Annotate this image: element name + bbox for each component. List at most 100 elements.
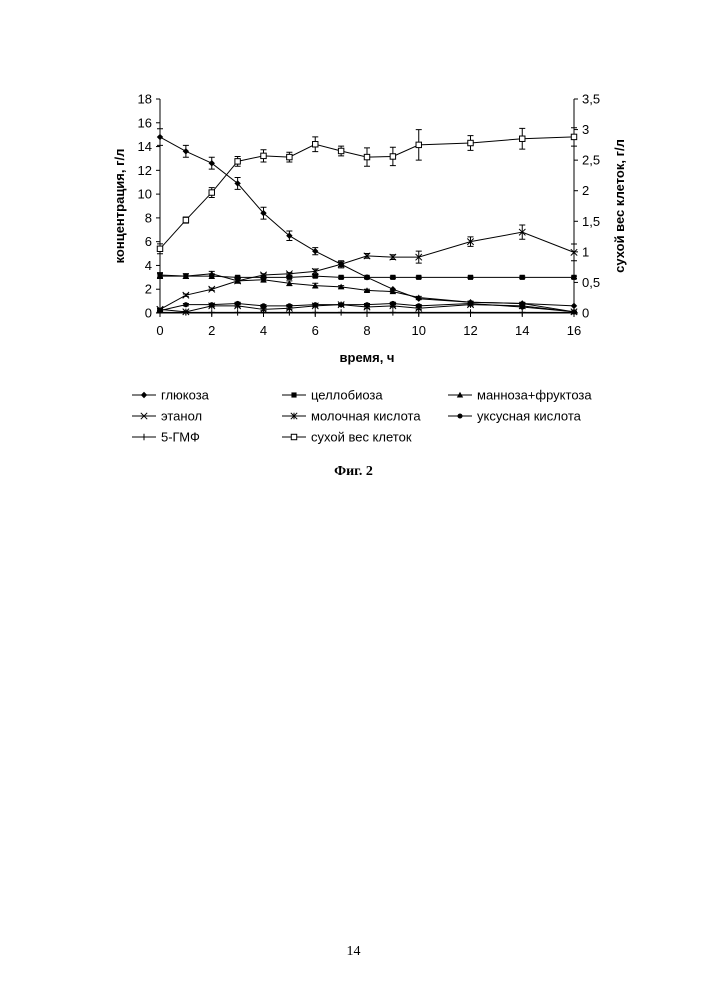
x-tick-label: 16 <box>567 323 581 338</box>
right-tick-label: 3 <box>582 122 589 137</box>
series-layer <box>157 128 577 316</box>
data-point <box>183 148 189 154</box>
data-point <box>261 153 266 158</box>
legend-marker <box>457 413 462 418</box>
legend-item: 5-ГМФ <box>132 430 200 445</box>
data-point <box>520 136 525 141</box>
data-point <box>338 148 343 153</box>
data-point <box>390 309 396 315</box>
legend-item: уксусная кислота <box>448 409 582 424</box>
page-number: 14 <box>0 944 707 960</box>
right-tick-label: 2 <box>582 183 589 198</box>
legend-label: сухой вес клеток <box>311 430 412 445</box>
legend-marker <box>291 392 296 397</box>
series-этанол <box>157 225 577 313</box>
left-tick-label: 6 <box>145 234 152 249</box>
data-point <box>364 302 369 307</box>
left-tick-label: 0 <box>145 306 152 321</box>
figure-caption: Фиг. 2 <box>0 464 707 480</box>
x-tick-label: 4 <box>260 323 267 338</box>
data-point <box>571 303 577 309</box>
data-point <box>364 309 370 315</box>
left-tick-label: 8 <box>145 210 152 225</box>
chart: 024681012141618 00,511,522,533,5 0246810… <box>0 0 707 480</box>
data-point <box>571 275 576 280</box>
legend-label: целлобиоза <box>311 388 383 403</box>
data-point <box>287 303 292 308</box>
data-point <box>313 274 318 279</box>
left-tick-label: 16 <box>138 115 152 130</box>
data-point <box>364 154 369 159</box>
data-point <box>287 154 292 159</box>
data-point <box>339 302 344 307</box>
data-point <box>390 301 395 306</box>
legend: глюкоза целлобиоза манноза+фруктоза этанол м… <box>132 388 592 445</box>
data-point <box>235 159 240 164</box>
x-tick-label: 10 <box>412 323 426 338</box>
data-point <box>312 309 318 315</box>
legend-item: этанол <box>132 409 202 424</box>
data-point <box>234 309 240 315</box>
legend-item: глюкоза <box>132 388 210 403</box>
legend-item: целлобиоза <box>282 388 383 403</box>
data-point <box>416 303 421 308</box>
legend-label: глюкоза <box>161 388 210 403</box>
right-axis-label: сухой вес клеток, г/л <box>612 139 627 273</box>
right-tick-label: 1,5 <box>582 214 600 229</box>
data-point <box>416 142 421 147</box>
series-5-ГМФ <box>157 309 577 315</box>
left-tick-label: 10 <box>138 187 152 202</box>
data-point <box>157 246 162 251</box>
series-сухой-вес-клеток <box>157 128 577 254</box>
data-point <box>339 275 344 280</box>
right-ticks: 00,511,522,533,5 <box>574 92 600 321</box>
legend-item: манноза+фруктоза <box>448 388 592 403</box>
data-point <box>520 304 525 309</box>
data-point <box>313 302 318 307</box>
legend-marker <box>291 434 296 439</box>
data-point <box>468 275 473 280</box>
data-point <box>312 248 318 254</box>
data-point <box>183 302 188 307</box>
data-point <box>235 301 240 306</box>
x-ticks: 0246810121416 <box>156 313 581 338</box>
left-tick-label: 12 <box>138 163 152 178</box>
plot-area: 024681012141618 00,511,522,533,5 0246810… <box>138 92 601 339</box>
legend-label: уксусная кислота <box>477 409 582 424</box>
data-point <box>519 309 525 315</box>
right-tick-label: 0,5 <box>582 275 600 290</box>
data-point <box>390 275 395 280</box>
data-point <box>313 142 318 147</box>
x-tick-label: 0 <box>156 323 163 338</box>
x-axis-label: время, ч <box>340 350 395 365</box>
data-point <box>571 134 576 139</box>
data-point <box>209 286 215 292</box>
left-tick-label: 2 <box>145 282 152 297</box>
left-tick-label: 18 <box>138 92 152 107</box>
legend-label: молочная кислота <box>311 409 421 424</box>
data-point <box>364 275 369 280</box>
data-point <box>183 217 188 222</box>
right-tick-label: 0 <box>582 306 589 321</box>
x-tick-label: 6 <box>312 323 319 338</box>
series-line <box>160 232 574 309</box>
data-point <box>338 309 344 315</box>
legend-item: молочная кислота <box>282 409 421 424</box>
left-tick-label: 4 <box>145 258 152 273</box>
data-point <box>209 302 214 307</box>
data-point <box>157 134 163 140</box>
legend-item: сухой вес клеток <box>282 430 412 445</box>
data-point <box>467 309 473 315</box>
left-tick-label: 14 <box>138 139 152 154</box>
data-point <box>468 140 473 145</box>
legend-label: этанол <box>161 409 202 424</box>
x-tick-label: 8 <box>363 323 370 338</box>
left-ticks: 0 2 4 6 8 10 12 14 16 18 <box>138 92 160 321</box>
left-axis-label: концентрация, г/л <box>112 149 127 264</box>
legend-marker <box>141 392 147 398</box>
x-tick-label: 14 <box>515 323 529 338</box>
legend-marker <box>141 434 147 440</box>
data-point <box>209 309 215 315</box>
legend-label: манноза+фруктоза <box>477 388 592 403</box>
right-tick-label: 3,5 <box>582 92 600 107</box>
